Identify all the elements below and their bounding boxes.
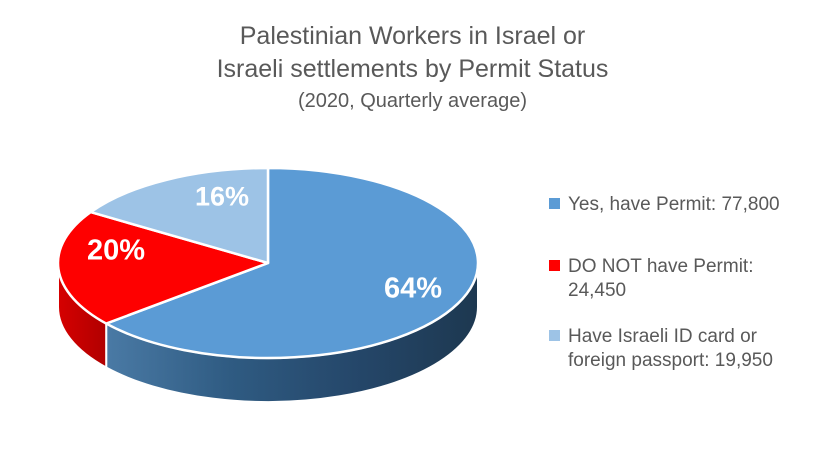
title-subtitle: (2020, Quarterly average) bbox=[297, 90, 527, 112]
title-line-2: Israeli settlements by Permit Status bbox=[216, 55, 609, 83]
legend-marker-blue-icon bbox=[549, 198, 560, 209]
pie-slice bbox=[89, 166, 270, 265]
legend-marker-lightblue-icon bbox=[549, 330, 560, 341]
pie-slice bbox=[56, 210, 270, 325]
pie-slice-label-no-permit: 20% bbox=[86, 234, 146, 267]
legend-item-yes-permit: Yes, have Permit: 77,800 bbox=[549, 193, 803, 217]
legend-item-no-permit: DO NOT have Permit: 24,450 bbox=[549, 255, 803, 302]
legend-marker-red-icon bbox=[549, 260, 560, 271]
pie-slice-label-id-card: 16% bbox=[194, 181, 250, 212]
legend-item-id-card: Have Israeli ID card or foreign passport… bbox=[549, 325, 803, 372]
legend-label-yes-permit: Yes, have Permit: 77,800 bbox=[568, 194, 780, 215]
title-line-1: Palestinian Workers in Israel or bbox=[239, 22, 586, 50]
pie-slice-label-yes-permit: 64% bbox=[383, 272, 443, 305]
chart-title: Palestinian Workers in Israel or Israeli… bbox=[0, 20, 825, 116]
pie-slice bbox=[104, 166, 480, 360]
legend-label-no-permit: DO NOT have Permit: 24,450 bbox=[568, 256, 754, 301]
legend-label-id-card: Have Israeli ID card or foreign passport… bbox=[568, 326, 773, 371]
